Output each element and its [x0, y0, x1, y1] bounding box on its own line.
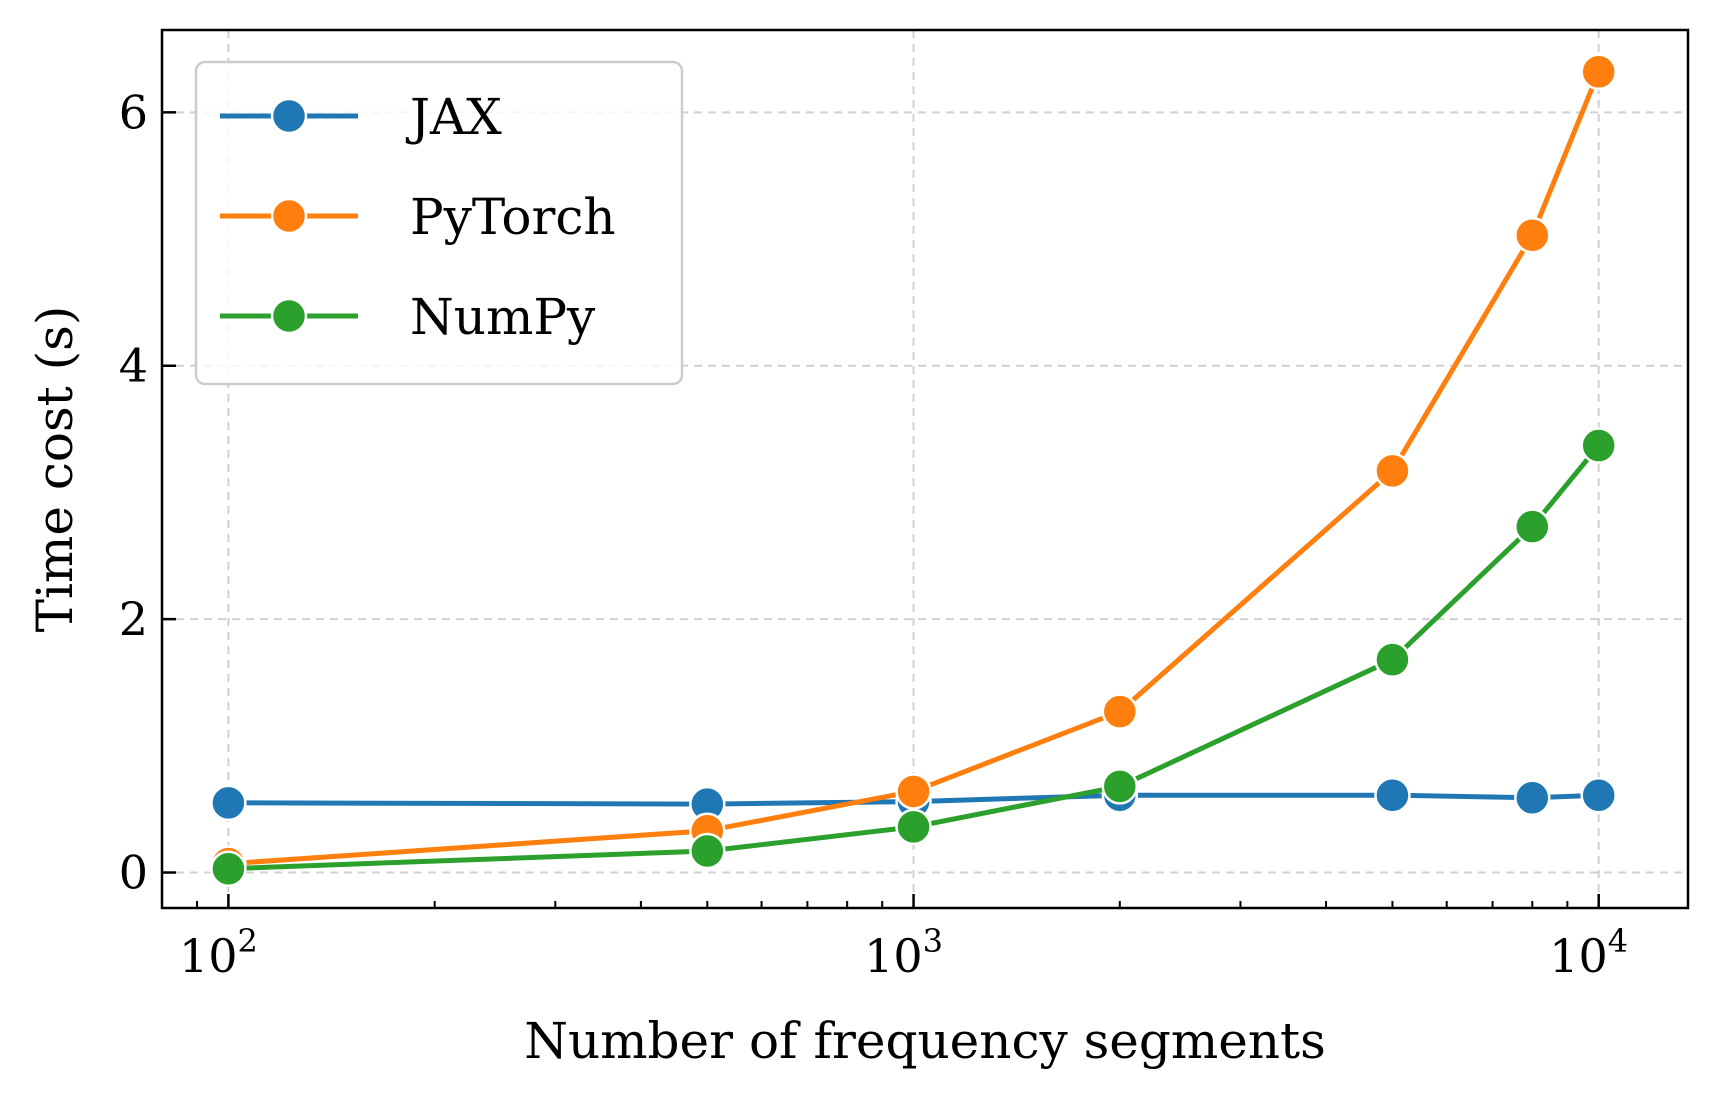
y-tick-label: 6 [119, 85, 148, 139]
y-axis-title: Time cost (s) [26, 306, 84, 633]
data-point [895, 808, 932, 846]
data-point [1514, 508, 1551, 545]
legend-marker [270, 297, 308, 335]
legend-marker [270, 197, 308, 235]
legend-label: PyTorch [410, 188, 616, 246]
legend-label: JAX [405, 88, 502, 146]
series-layer [210, 53, 1617, 887]
y-tick-label: 0 [119, 846, 148, 900]
data-point [895, 773, 932, 810]
data-point [1101, 768, 1139, 805]
plot-frame [160, 28, 1690, 910]
data-point [1374, 452, 1411, 490]
data-point [1514, 216, 1551, 254]
x-tick-label: 103 [864, 922, 943, 983]
ticks: 102 103 104 0 2 4 6 [119, 85, 1628, 983]
legend-item: NumPy [220, 288, 596, 346]
y-tick-label: 4 [119, 339, 148, 393]
data-point [210, 784, 247, 822]
data-point [1580, 427, 1617, 464]
legend-item: JAX [220, 88, 502, 146]
data-point [1580, 53, 1617, 91]
x-axis-title: Number of frequency segments [524, 1012, 1326, 1070]
data-point [1374, 641, 1411, 678]
legend-marker [270, 97, 308, 135]
x-tick-label: 102 [179, 922, 258, 983]
data-point [1101, 693, 1139, 730]
legend-label: NumPy [410, 288, 596, 346]
x-tick-label: 104 [1549, 922, 1628, 983]
data-point [210, 850, 247, 887]
data-point [689, 832, 726, 870]
y-tick-label: 2 [119, 592, 148, 646]
series-numpy [210, 427, 1617, 887]
legend-box [194, 60, 684, 386]
legend: JAX PyTorch NumPy [194, 60, 684, 386]
data-point [1374, 776, 1411, 814]
data-point [1514, 779, 1551, 817]
data-point [1580, 776, 1617, 814]
legend-item: PyTorch [220, 188, 616, 246]
